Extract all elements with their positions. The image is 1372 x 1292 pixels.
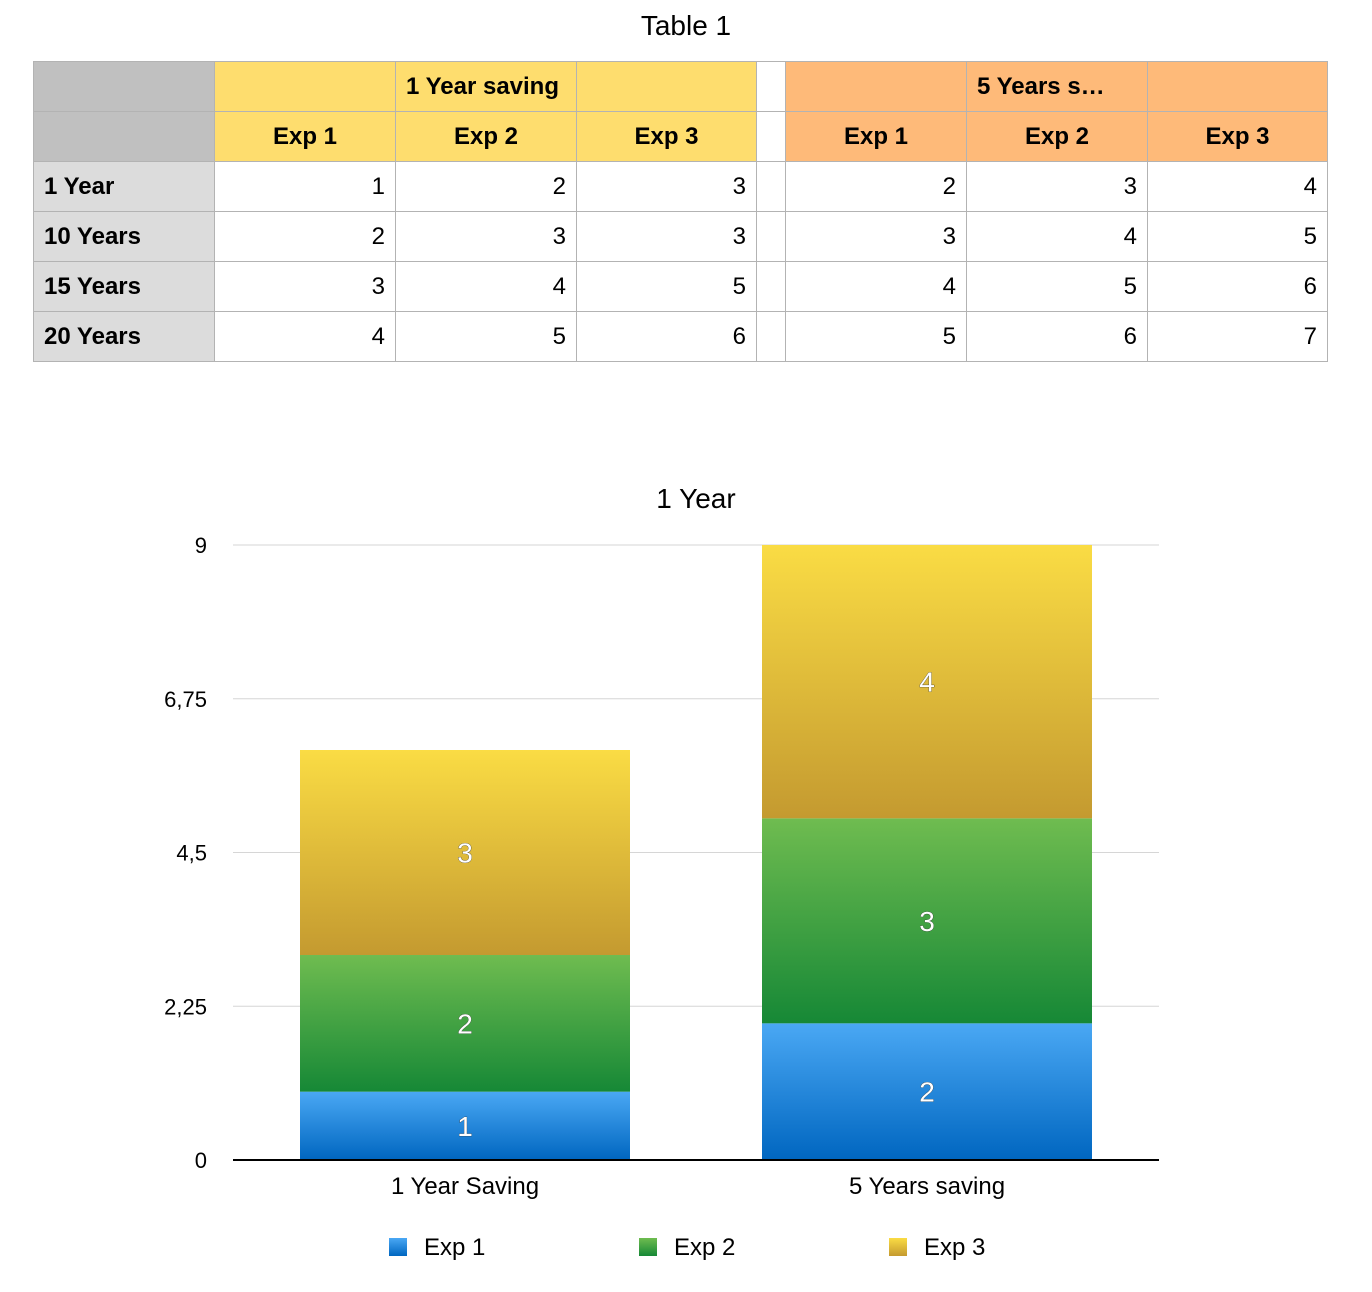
table-cell[interactable]: 5	[1147, 211, 1328, 262]
table-cell[interactable]: 2	[395, 161, 577, 212]
table-cell[interactable]: 4	[395, 261, 577, 312]
data-label: 4	[919, 667, 935, 698]
gap-cell[interactable]	[756, 111, 786, 162]
bar-segment[interactable]	[300, 750, 630, 955]
gap-cell[interactable]	[756, 311, 786, 362]
table-cell[interactable]: 2	[214, 211, 396, 262]
legend-swatch[interactable]	[389, 1238, 407, 1256]
y-tick-label: 2,25	[164, 994, 207, 1019]
y-tick-label: 9	[195, 533, 207, 558]
table-cell[interactable]: 7	[1147, 311, 1328, 362]
table-cell[interactable]: 6	[576, 311, 757, 362]
gap-cell[interactable]	[756, 161, 786, 212]
bar-segment[interactable]	[762, 545, 1092, 819]
table-cell[interactable]: 5	[395, 311, 577, 362]
table-cell[interactable]: 3	[785, 211, 967, 262]
table-cell[interactable]: 3	[576, 211, 757, 262]
table-cell[interactable]: 4	[785, 261, 967, 312]
column-header-row: Exp 1 Exp 2 Exp 3 Exp 1 Exp 2 Exp 3	[33, 111, 1328, 162]
chart-title: 1 Year	[656, 483, 735, 514]
row-header[interactable]: 15 Years	[33, 261, 215, 312]
legend-label[interactable]: Exp 3	[924, 1234, 985, 1261]
table-row: 15 Years 3 4 5 4 5 6	[33, 261, 1328, 312]
col-header-g2-exp2[interactable]: Exp 2	[966, 111, 1148, 162]
table-cell[interactable]: 4	[1147, 161, 1328, 212]
col-header-g2-exp3[interactable]: Exp 3	[1147, 111, 1328, 162]
table-cell[interactable]: 4	[214, 311, 396, 362]
group-header-row: 1 Year saving 5 Years s…	[33, 61, 1328, 112]
table-row: 20 Years 4 5 6 5 6 7	[33, 311, 1328, 362]
row-header[interactable]: 10 Years	[33, 211, 215, 262]
data-label: 3	[919, 906, 935, 937]
group-cell[interactable]	[576, 61, 757, 112]
group-header-5-years[interactable]: 5 Years s…	[966, 61, 1148, 112]
x-axis-labels: 1 Year Saving 5 Years saving	[391, 1173, 1005, 1200]
col-header-g1-exp3[interactable]: Exp 3	[576, 111, 757, 162]
col-header-g1-exp1[interactable]: Exp 1	[214, 111, 396, 162]
col-header-g1-exp2[interactable]: Exp 2	[395, 111, 577, 162]
table-cell[interactable]: 6	[966, 311, 1148, 362]
table-cell[interactable]: 6	[1147, 261, 1328, 312]
y-tick-label: 6,75	[164, 687, 207, 712]
table-cell[interactable]: 3	[576, 161, 757, 212]
table-cell[interactable]: 3	[395, 211, 577, 262]
legend-swatch[interactable]	[639, 1238, 657, 1256]
x-category-label: 1 Year Saving	[391, 1173, 539, 1200]
stacked-bar-chart: 1 Year 0 2,25 4,5 6,75 9 1 2 3 2 3 4 1 Year Savin…	[164, 483, 1159, 1261]
gap-cell[interactable]	[756, 211, 786, 262]
corner-cell[interactable]	[33, 61, 215, 112]
table-cell[interactable]: 5	[576, 261, 757, 312]
y-tick-label: 4,5	[176, 841, 207, 866]
group-cell[interactable]	[214, 61, 396, 112]
data-table: 1 Year saving 5 Years s… Exp 1 Exp 2 Exp…	[33, 61, 1328, 362]
y-axis-ticks: 0 2,25 4,5 6,75 9	[164, 533, 207, 1173]
table-row: 1 Year 1 2 3 2 3 4	[33, 161, 1328, 212]
gap-cell[interactable]	[756, 61, 786, 112]
table-cell[interactable]: 1	[214, 161, 396, 212]
group-cell[interactable]	[1147, 61, 1328, 112]
legend-swatch[interactable]	[889, 1238, 907, 1256]
gap-cell[interactable]	[756, 261, 786, 312]
bar-segment[interactable]	[762, 818, 1092, 1024]
legend-label[interactable]: Exp 2	[674, 1234, 735, 1261]
group-header-1-year[interactable]: 1 Year saving	[395, 61, 577, 112]
table-title: Table 1	[640, 10, 732, 41]
y-tick-label: 0	[195, 1148, 207, 1173]
corner-cell[interactable]	[33, 111, 215, 162]
table-cell[interactable]: 5	[966, 261, 1148, 312]
data-label: 2	[457, 1008, 473, 1039]
bar-segment[interactable]	[300, 955, 630, 1092]
row-header[interactable]: 20 Years	[33, 311, 215, 362]
row-header[interactable]: 1 Year	[33, 161, 215, 212]
table-cell[interactable]: 5	[785, 311, 967, 362]
bar-segment[interactable]	[762, 1023, 1092, 1160]
data-label: 2	[919, 1077, 935, 1108]
bar-segment[interactable]	[300, 1091, 630, 1160]
table-cell[interactable]: 4	[966, 211, 1148, 262]
data-label: 1	[457, 1111, 473, 1142]
x-category-label: 5 Years saving	[849, 1173, 1005, 1200]
group-cell[interactable]	[785, 61, 967, 112]
table-cell[interactable]: 3	[966, 161, 1148, 212]
chart-bars: 1 2 3 2 3 4	[300, 545, 1092, 1160]
table-cell[interactable]: 3	[214, 261, 396, 312]
table-row: 10 Years 2 3 3 3 4 5	[33, 211, 1328, 262]
col-header-g2-exp1[interactable]: Exp 1	[785, 111, 967, 162]
table-cell[interactable]: 2	[785, 161, 967, 212]
data-label: 3	[457, 838, 473, 869]
legend-label[interactable]: Exp 1	[424, 1234, 485, 1261]
chart-legend: Exp 1 Exp 2 Exp 3	[389, 1234, 985, 1261]
